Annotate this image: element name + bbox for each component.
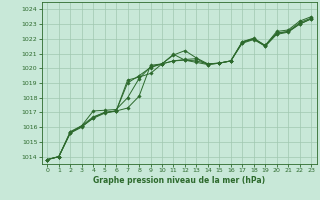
X-axis label: Graphe pression niveau de la mer (hPa): Graphe pression niveau de la mer (hPa) [93, 176, 265, 185]
